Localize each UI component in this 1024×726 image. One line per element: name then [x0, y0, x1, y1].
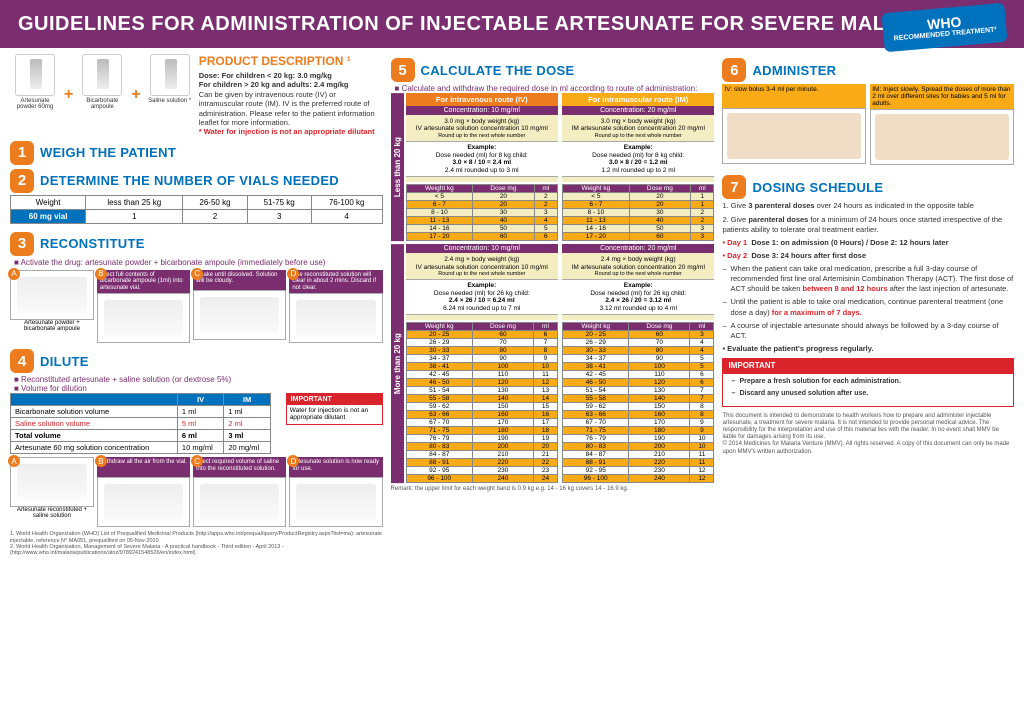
dose-table-iv-more: Weight kgDose mgml20 - 2560626 - 2970730… — [406, 322, 558, 483]
step-5-badge: 5 — [391, 58, 415, 82]
middle-column: 5CALCULATE THE DOSE ■ Calculate and with… — [391, 54, 715, 557]
dose-table-iv-less: Weight kgDose mgml< 52026 - 72028 - 1030… — [406, 184, 558, 241]
who-badge: WHORECOMMENDED TREATMENT² — [881, 3, 1007, 53]
dilution-table: IVIM Bicarbonate solution volume1 ml1 ml… — [10, 393, 271, 454]
left-column: Artesunate powder 60mg + Bicarbonate amp… — [10, 54, 383, 557]
header: GUIDELINES FOR ADMINISTRATION OF INJECTA… — [0, 0, 1024, 48]
vial-artesunate: Artesunate powder 60mg — [10, 54, 60, 110]
page: GUIDELINES FOR ADMINISTRATION OF INJECTA… — [0, 0, 1024, 726]
s4-step-d: DArtesunate solution is now ready for us… — [289, 457, 382, 527]
step-1-badge: 1 — [10, 141, 34, 165]
important-dilutant: IMPORTANTWater for injection is not an a… — [286, 393, 383, 425]
s6-title: ADMINISTER — [752, 63, 836, 78]
s4-title: DILUTE — [40, 354, 89, 369]
remark: Remark: the upper limit for each weight … — [391, 486, 715, 492]
s4-step-c: CInject required volume of saline into t… — [193, 457, 286, 527]
im-more: Concentration: 20 mg/ml 2.4 mg × body we… — [562, 244, 714, 320]
s4-products: AArtesunate reconstituted + saline solut… — [10, 457, 94, 527]
less-20-label: Less than 20 kg — [391, 93, 404, 241]
step-7-badge: 7 — [722, 175, 746, 199]
im-less: For intramuscular route (IM)Concentratio… — [562, 93, 714, 182]
s3-products: AArtesunate powder + bicarbonate ampoule — [10, 270, 94, 344]
step-3-badge: 3 — [10, 232, 34, 256]
vial-bicarbonate: Bicarbonate ampoule — [77, 54, 127, 110]
s3-step-b: BInject full contents of bicarbonate amp… — [97, 270, 190, 344]
vial-saline: Saline solution * — [145, 54, 195, 104]
vials-table: Weightless than 25 kg26-50 kg51-75 kg76-… — [10, 195, 383, 224]
more-20-label: More than 20 kg — [391, 244, 404, 483]
s1-title: WEIGH THE PATIENT — [40, 145, 176, 160]
main-title: GUIDELINES FOR ADMINISTRATION OF INJECTA… — [18, 12, 1006, 36]
schedule: 1. Give 3 parenteral doses over 24 hours… — [722, 201, 1014, 406]
dose-table-im-less: Weight kgDose mgml< 52016 - 72018 - 1030… — [562, 184, 714, 241]
s5-title: CALCULATE THE DOSE — [421, 63, 575, 78]
step-6-badge: 6 — [722, 58, 746, 82]
step-4-badge: 4 — [10, 349, 34, 373]
iv-more: Concentration: 10 mg/ml 2.4 mg × body we… — [406, 244, 558, 320]
admin-im: IM: Inject slowly. Spread the doses of m… — [870, 84, 1014, 165]
s3-title: RECONSTITUTE — [40, 236, 145, 251]
important-schedule: IMPORTANTPrepare a fresh solution for ea… — [722, 358, 1014, 407]
pd-title: PRODUCT DESCRIPTION ¹ — [199, 54, 383, 69]
s2-title: DETERMINE THE NUMBER OF VIALS NEEDED — [40, 173, 339, 188]
step-2-badge: 2 — [10, 169, 34, 193]
right-column: 6 ADMINISTER IV: slow bolus 3-4 ml per mi… — [722, 54, 1014, 557]
admin-iv: IV: slow bolus 3-4 ml per minute. — [722, 84, 866, 165]
s4-step-b: BWithdraw all the air from the vial. — [97, 457, 190, 527]
s7-title: DOSING SCHEDULE — [752, 180, 883, 195]
s3-step-d: DThe reconstituted solution will clear i… — [289, 270, 382, 344]
iv-less: For intravenous route (IV)Concentration:… — [406, 93, 558, 182]
references: 1. World Health Organization (WHO) List … — [10, 531, 383, 556]
dose-table-im-more: Weight kgDose mgml20 - 2560326 - 2970430… — [562, 322, 714, 483]
fine-print: This document is intended to demonstrate… — [722, 413, 1014, 456]
s3-step-c: CShake until dissolved. Solution will be… — [193, 270, 286, 344]
